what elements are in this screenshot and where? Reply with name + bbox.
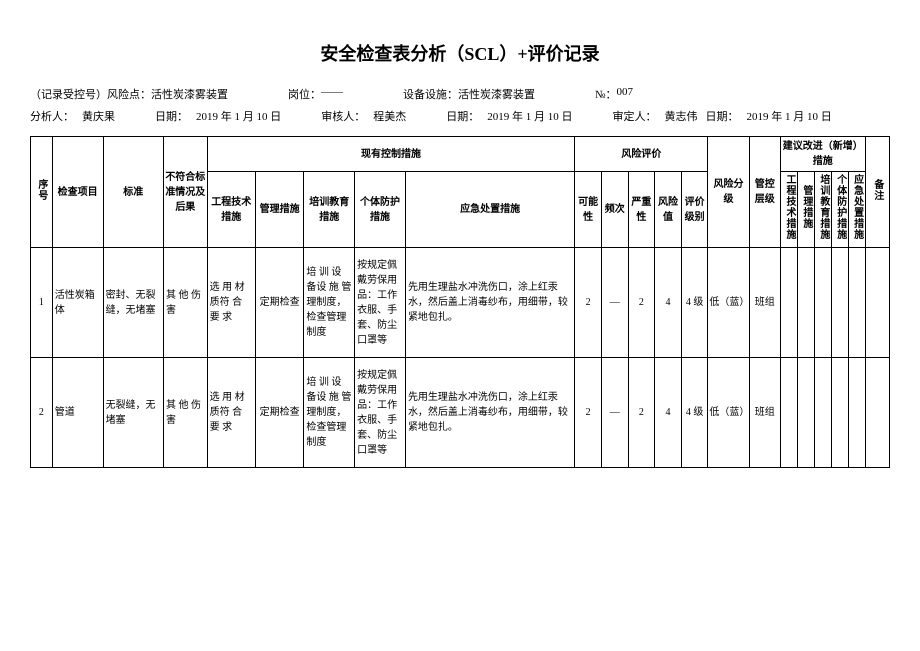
cell-mgmt: 定期检查 (255, 248, 303, 358)
cell-rlvl: 低（蓝） (708, 358, 749, 468)
no-label: №： (595, 86, 617, 102)
h-current: 现有控制措施 (207, 137, 575, 172)
h-note: 备注 (865, 137, 889, 248)
h-improve: 建议改进（新增）措施 (780, 137, 865, 172)
h-train: 培训教育措施 (304, 172, 355, 248)
h-std: 标准 (103, 137, 163, 248)
cell-emerg: 先用生理盐水冲洗伤口，涂上红汞水，然后盖上消毒纱布，用细带，较紧地包扎。 (405, 358, 574, 468)
h-lvl: 评价级别 (681, 172, 708, 248)
cell-std: 无裂缝，无堵塞 (103, 358, 163, 468)
cell-i-emerg (848, 248, 865, 358)
table-row: 2 管道 无裂缝，无堵塞 其 他 伤害 选 用 材 质符 合 要 求 定期检查 … (31, 358, 890, 468)
cell-item: 活性炭箱体 (52, 248, 103, 358)
h-i-emerg: 应急处置措施 (848, 172, 865, 248)
cell-train: 培 训 设 备设 施 管 理制度，检查管理制度 (304, 248, 355, 358)
date3-label: 日期： (706, 108, 739, 124)
meta-row-2: 分析人： 黄庆果 日期： 2019 年 1 月 10 日 审核人： 程美杰 日期… (30, 108, 890, 124)
h-mgmt: 管理措施 (255, 172, 303, 248)
cell-rlvl: 低（蓝） (708, 248, 749, 358)
h-noncon: 不符合标准情况及后果 (164, 137, 208, 248)
cell-i-train (814, 248, 831, 358)
cell-clvl: 班组 (749, 358, 780, 468)
h-emerg: 应急处置措施 (405, 172, 574, 248)
h-i-eng: 工程技术措施 (780, 172, 797, 248)
cell-ppe: 按规定佩戴劳保用品：工作衣服、手套、防尘口罩等 (355, 248, 406, 358)
h-i-train: 培训教育措施 (814, 172, 831, 248)
approver-label: 审定人： (613, 108, 657, 124)
cell-sev: 2 (628, 248, 655, 358)
cell-emerg: 先用生理盐水冲洗伤口，涂上红汞水，然后盖上消毒纱布，用细带，较紧地包扎。 (405, 248, 574, 358)
reviewer-value: 程美杰 (373, 108, 406, 124)
cell-poss: 2 (575, 358, 602, 468)
post-value: —— (321, 86, 343, 102)
date3-value: 2019 年 1 月 10 日 (747, 108, 832, 124)
h-freq: 频次 (601, 172, 628, 248)
h-eng: 工程技术措施 (207, 172, 255, 248)
cell-mgmt: 定期检查 (255, 358, 303, 468)
cell-val: 4 (655, 358, 682, 468)
cell-val: 4 (655, 248, 682, 358)
h-rlvl: 风险分级 (708, 137, 749, 248)
cell-lvl: 4 级 (681, 358, 708, 468)
cell-i-mgmt (797, 248, 814, 358)
cell-i-eng (780, 358, 797, 468)
h-clvl: 管控层级 (749, 137, 780, 248)
cell-i-ppe (831, 358, 848, 468)
cell-note (865, 358, 889, 468)
cell-i-train (814, 358, 831, 468)
date2-value: 2019 年 1 月 10 日 (487, 108, 572, 124)
equip-label: 设备设施： (403, 86, 458, 102)
h-poss: 可能性 (575, 172, 602, 248)
date1-value: 2019 年 1 月 10 日 (196, 108, 281, 124)
cell-ppe: 按规定佩戴劳保用品：工作衣服、手套、防尘口罩等 (355, 358, 406, 468)
record-label: （记录受控号）风险点： (30, 86, 151, 102)
cell-noncon: 其 他 伤害 (164, 358, 208, 468)
meta-row-1: （记录受控号）风险点： 活性炭漆雾装置 岗位： —— 设备设施： 活性炭漆雾装置… (30, 86, 890, 102)
approver-value: 黄志伟 (665, 108, 698, 124)
date1-label: 日期： (155, 108, 188, 124)
no-value: 007 (617, 86, 634, 102)
cell-std: 密封、无裂缝，无堵塞 (103, 248, 163, 358)
h-item: 检查项目 (52, 137, 103, 248)
header-row-1: 序号 检查项目 标准 不符合标准情况及后果 现有控制措施 风险评价 风险分级 管… (31, 137, 890, 172)
cell-poss: 2 (575, 248, 602, 358)
h-ppe: 个体防护措施 (355, 172, 406, 248)
h-risk: 风险评价 (575, 137, 708, 172)
cell-freq: — (601, 358, 628, 468)
cell-note (865, 248, 889, 358)
post-label: 岗位： (288, 86, 321, 102)
analyst-label: 分析人： (30, 108, 74, 124)
h-seq: 序号 (31, 137, 53, 248)
h-val: 风险值 (655, 172, 682, 248)
cell-i-emerg (848, 358, 865, 468)
record-value: 活性炭漆雾装置 (151, 86, 228, 102)
cell-eng: 选 用 材 质符 合 要 求 (207, 248, 255, 358)
cell-seq: 2 (31, 358, 53, 468)
h-i-ppe: 个体防护措施 (831, 172, 848, 248)
cell-lvl: 4 级 (681, 248, 708, 358)
cell-item: 管道 (52, 358, 103, 468)
analyst-value: 黄庆果 (82, 108, 115, 124)
scl-table: 序号 检查项目 标准 不符合标准情况及后果 现有控制措施 风险评价 风险分级 管… (30, 136, 890, 468)
date2-label: 日期： (446, 108, 479, 124)
cell-eng: 选 用 材 质符 合 要 求 (207, 358, 255, 468)
cell-freq: — (601, 248, 628, 358)
cell-train: 培 训 设 备设 施 管 理制度，检查管理制度 (304, 358, 355, 468)
h-sev: 严重性 (628, 172, 655, 248)
cell-i-ppe (831, 248, 848, 358)
table-row: 1 活性炭箱体 密封、无裂缝，无堵塞 其 他 伤害 选 用 材 质符 合 要 求… (31, 248, 890, 358)
page-title: 安全检查表分析（SCL）+评价记录 (30, 40, 890, 66)
cell-sev: 2 (628, 358, 655, 468)
cell-i-mgmt (797, 358, 814, 468)
cell-clvl: 班组 (749, 248, 780, 358)
equip-value: 活性炭漆雾装置 (458, 86, 535, 102)
h-i-mgmt: 管理措施 (797, 172, 814, 248)
cell-seq: 1 (31, 248, 53, 358)
cell-noncon: 其 他 伤害 (164, 248, 208, 358)
cell-i-eng (780, 248, 797, 358)
reviewer-label: 审核人： (321, 108, 365, 124)
